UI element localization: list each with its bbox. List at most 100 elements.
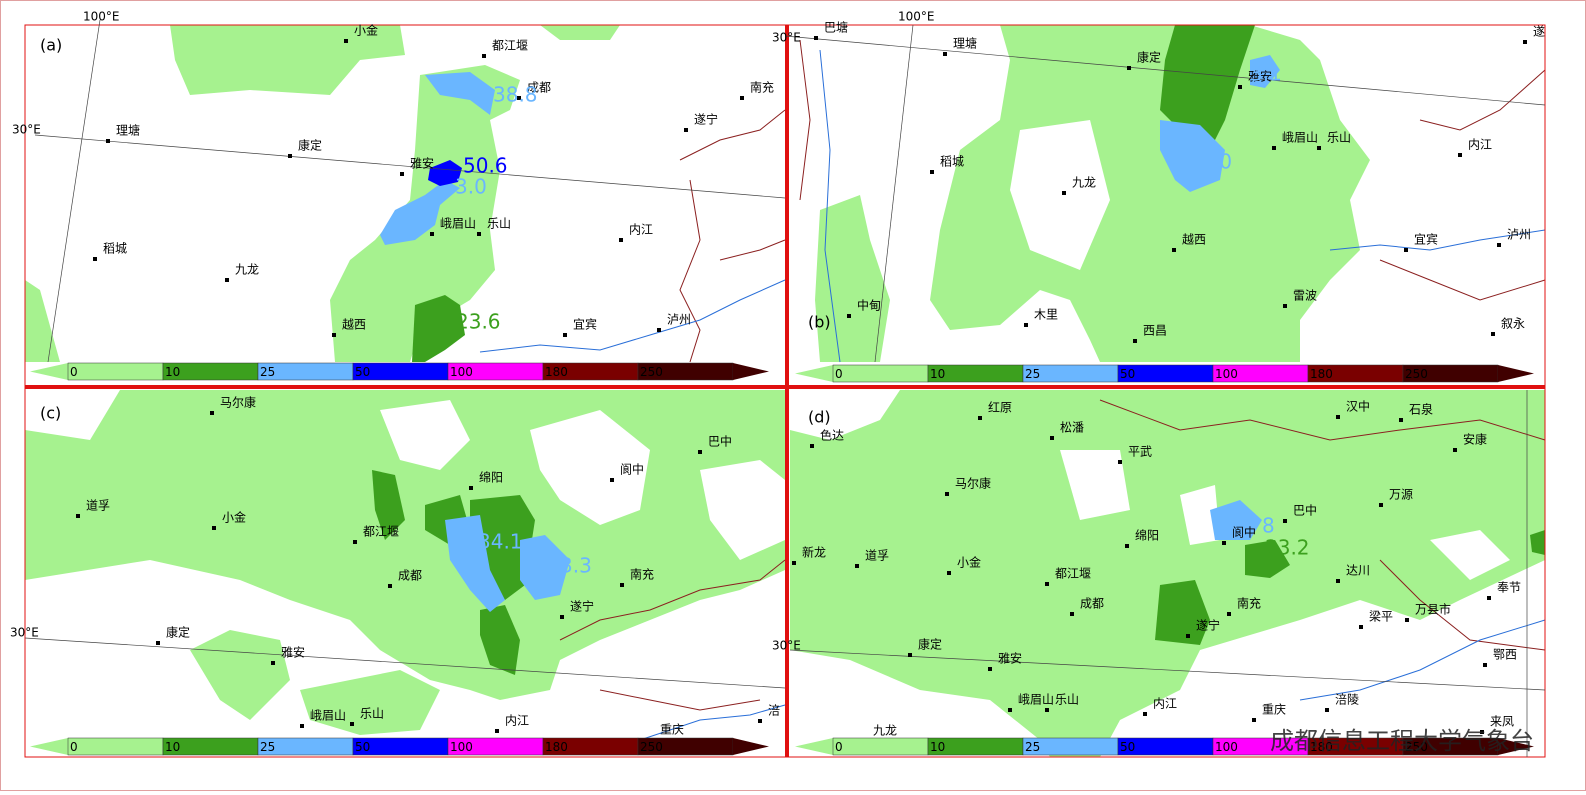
panel-label: (a) xyxy=(40,36,62,55)
city-dot xyxy=(1227,612,1231,616)
city-label: 越西 xyxy=(342,318,366,332)
colorbar-tick-label: 50 xyxy=(355,740,370,754)
city-label: 马尔康 xyxy=(220,395,256,410)
city-dot xyxy=(1453,448,1457,452)
rain-amount: 3.3 xyxy=(560,554,592,578)
city-label: 成都 xyxy=(527,81,551,95)
city-label: 泸州 xyxy=(667,313,691,327)
city-dot xyxy=(560,615,564,619)
graticule-label: 30°E xyxy=(772,31,801,45)
colorbar-under-arrow xyxy=(795,365,833,382)
city-label: 红原 xyxy=(988,400,1012,415)
annotation-layer: 100°E30°E小金都江堰成都 南充遂宁理塘康定雅安峨眉山 乐山 内江稻城九龙越西宜… xyxy=(10,10,1546,757)
colorbar-tick-label: 10 xyxy=(165,365,180,379)
graticule-line xyxy=(34,134,786,199)
city-label: 小金 xyxy=(957,555,981,570)
graticule-label: 100°E xyxy=(83,10,120,24)
city-dot xyxy=(657,328,661,332)
city-label: 康定 xyxy=(1137,50,1161,65)
colorbar-tick-label: 100 xyxy=(1215,740,1238,754)
city-dot xyxy=(1127,66,1131,70)
colorbar-tick-label: 100 xyxy=(450,365,473,379)
city-label: 绵阳 xyxy=(479,471,503,485)
watermark: 成都信息工程大学气象台 xyxy=(1270,727,1534,755)
city-dot xyxy=(1133,339,1137,343)
city-label: 遂宁 xyxy=(570,599,594,614)
city-dot xyxy=(814,36,818,40)
city-dot xyxy=(1125,544,1129,548)
city-dot xyxy=(947,571,951,575)
city-label: 松潘 xyxy=(1060,421,1084,435)
city-dot xyxy=(1283,519,1287,523)
city-label: 峨眉山 xyxy=(1282,131,1318,145)
city-dot xyxy=(740,96,744,100)
colorbar-over-arrow xyxy=(733,363,769,380)
city-dot xyxy=(300,724,304,728)
city-dot xyxy=(758,719,762,723)
city-label: 小金 xyxy=(354,23,378,38)
rain-amount: .0 xyxy=(1213,150,1232,174)
colorbar-tick-label: 50 xyxy=(355,365,370,379)
city-label: 色达 xyxy=(820,429,844,443)
city-label: 峨眉山 xyxy=(1018,693,1054,707)
city-label: 泸州 xyxy=(1507,228,1531,242)
city-dot xyxy=(1359,625,1363,629)
colorbar-box xyxy=(832,364,929,383)
city-label: 都江堰 xyxy=(363,525,399,539)
city-dot xyxy=(945,492,949,496)
rain-amount: 38.8 xyxy=(493,83,538,107)
city-label: 内江 xyxy=(1153,697,1177,711)
city-dot xyxy=(400,172,404,176)
city-dot xyxy=(350,722,354,726)
city-label: 达川 xyxy=(1346,564,1370,578)
graticule-label: 100°E xyxy=(898,10,935,24)
city-dot xyxy=(1379,503,1383,507)
city-dot xyxy=(1497,243,1501,247)
city-dot xyxy=(1399,418,1403,422)
city-dot xyxy=(106,139,110,143)
city-label: 内江 xyxy=(629,223,653,237)
city-dot xyxy=(930,170,934,174)
city-dot xyxy=(212,526,216,530)
city-dot xyxy=(469,486,473,490)
city-label: 鄂西 xyxy=(1493,648,1517,662)
graticule-line xyxy=(789,649,1546,691)
city-dot xyxy=(1458,153,1462,157)
colorbar-tick-label: 0 xyxy=(70,740,78,754)
colorbar-tick-label: 100 xyxy=(1215,367,1238,381)
city-dot xyxy=(1222,541,1226,545)
city-label: 峨眉山 xyxy=(440,217,476,231)
city-label: 越西 xyxy=(1182,233,1206,247)
city-label: 遂宁 xyxy=(694,112,718,127)
city-dot xyxy=(1523,40,1527,44)
colorbar-tick-label: 10 xyxy=(165,740,180,754)
city-dot xyxy=(1487,596,1491,600)
city-dot xyxy=(1024,323,1028,327)
city-dot xyxy=(1118,460,1122,464)
city-label: 稻城 xyxy=(940,155,964,169)
graticule-label: 30°E xyxy=(10,626,39,640)
rain-amount: 34.1 xyxy=(478,530,523,554)
city-dot xyxy=(1070,612,1074,616)
graticule-line xyxy=(784,35,1546,106)
city-dot xyxy=(620,583,624,587)
city-dot xyxy=(855,564,859,568)
colorbar-under-arrow xyxy=(795,738,833,755)
colorbar-tick-label: 100 xyxy=(450,740,473,754)
colorbar-tick-label: 0 xyxy=(835,367,843,381)
city-label: 成都 xyxy=(398,569,422,583)
city-label: 雷波 xyxy=(1293,289,1317,303)
city-label: 石泉 xyxy=(1409,403,1433,417)
city-label: 雅安 xyxy=(410,156,434,171)
city-dot xyxy=(619,238,623,242)
city-dot xyxy=(1336,579,1340,583)
rain-amount: 3.0 xyxy=(455,175,487,199)
colorbar-tick-label: 25 xyxy=(260,740,275,754)
graticule-label: 30°E xyxy=(772,639,801,653)
city-label: 万源 xyxy=(1389,488,1413,502)
city-label: 峨眉山 xyxy=(310,709,346,723)
city-dot xyxy=(1283,304,1287,308)
city-dot xyxy=(477,232,481,236)
city-dot xyxy=(1045,582,1049,586)
city-label: 阆中 xyxy=(620,462,644,477)
